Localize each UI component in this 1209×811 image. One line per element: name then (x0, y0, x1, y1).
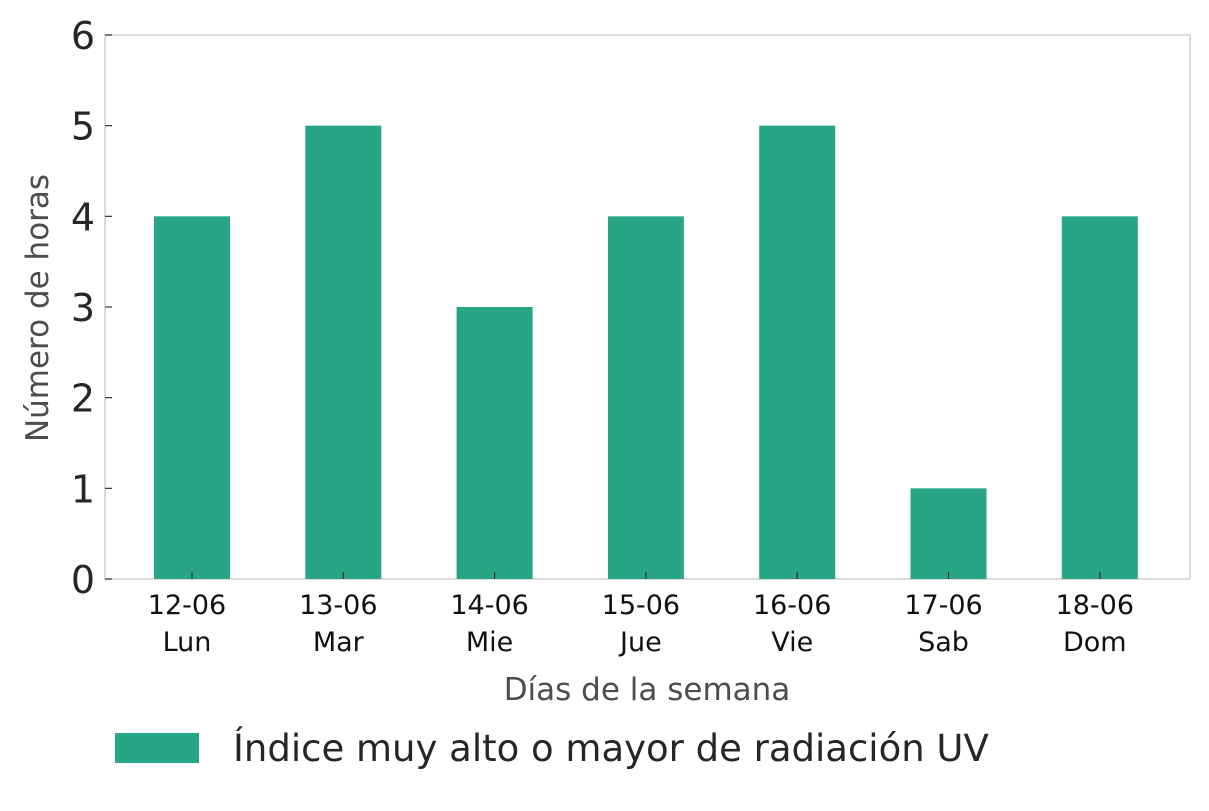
x-tick-label-date: 17-06 (904, 590, 982, 621)
x-tick-label-date: 18-06 (1056, 590, 1134, 621)
x-tick-label-day: Sab (918, 627, 969, 658)
x-tick-label-day: Mie (466, 627, 513, 658)
y-tick-label: 4 (71, 195, 95, 239)
y-tick-label: 6 (71, 14, 95, 58)
legend: Índice muy alto o mayor de radiación UV (115, 718, 989, 778)
bar-mar (305, 125, 382, 580)
bar-sab (910, 488, 987, 579)
legend-label: Índice muy alto o mayor de radiación UV (233, 726, 989, 770)
legend-swatch (115, 733, 199, 763)
y-tick-label: 1 (71, 467, 95, 511)
x-tick-label-date: 14-06 (450, 590, 528, 621)
x-tick-label-day: Mar (313, 627, 365, 658)
x-axis-title: Días de la semana (504, 672, 791, 708)
bar-mie (456, 307, 533, 579)
bar-vie (759, 125, 836, 580)
y-tick-label: 3 (71, 286, 95, 330)
bar-dom (1061, 216, 1138, 580)
x-tick-label-day: Vie (771, 627, 813, 658)
x-tick-label-date: 16-06 (753, 590, 831, 621)
x-tick-label-date: 15-06 (602, 590, 680, 621)
y-axis-title: Número de horas (20, 174, 56, 442)
bar-jue (607, 216, 684, 580)
x-tick-label-date: 13-06 (299, 590, 377, 621)
x-tick-label-day: Lun (163, 627, 212, 658)
x-tick-label-day: Dom (1063, 627, 1127, 658)
y-tick-label: 2 (71, 377, 95, 421)
y-axis-title-group: Número de horas (20, 174, 56, 442)
bar-lun (154, 216, 230, 580)
y-tick-label: 0 (71, 558, 95, 602)
x-tick-label-date: 12-06 (148, 590, 226, 621)
x-tick-label-day: Jue (618, 627, 662, 658)
y-tick-label: 5 (71, 105, 95, 149)
